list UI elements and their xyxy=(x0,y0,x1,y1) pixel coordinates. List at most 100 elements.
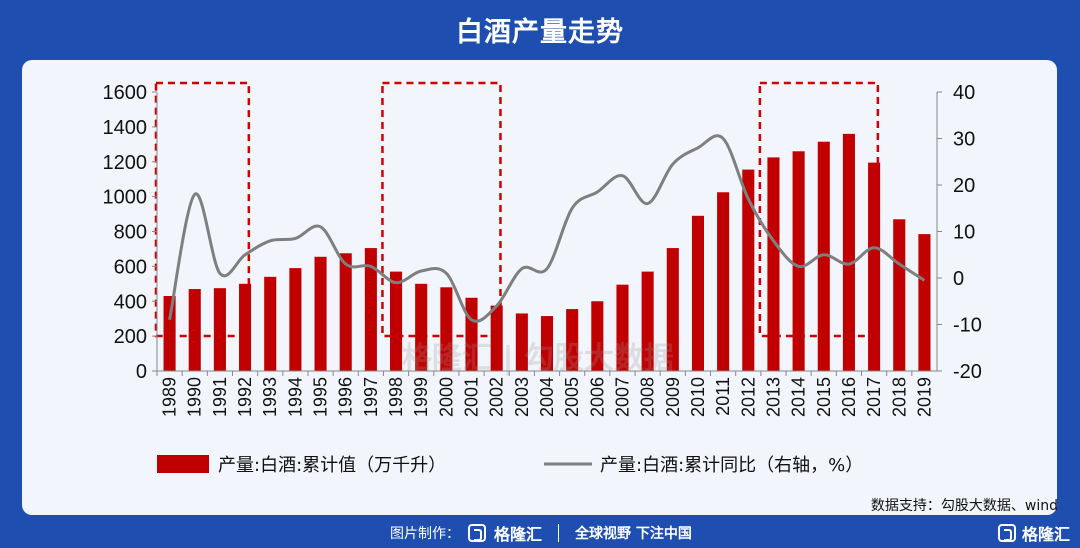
x-tick-label: 1999 xyxy=(411,377,431,417)
x-tick-label: 2005 xyxy=(562,377,582,417)
bar-2004 xyxy=(540,316,554,371)
bar-2008 xyxy=(641,271,654,371)
bar-2013 xyxy=(767,157,780,371)
x-tick-label: 2013 xyxy=(763,377,783,417)
x-tick-label: 1993 xyxy=(260,377,280,417)
bar-2018 xyxy=(893,219,906,371)
footer-left: 图片制作： 格隆汇 全球视野 下注中国 xyxy=(390,521,692,545)
highlight-box-1 xyxy=(154,81,251,338)
bar-series xyxy=(163,133,931,371)
x-tick-label: 2014 xyxy=(789,377,809,417)
bar-1995 xyxy=(314,256,327,371)
x-tick-label: 1991 xyxy=(210,377,230,417)
bar-2012 xyxy=(742,169,755,371)
right-tick-label: 0 xyxy=(953,268,964,290)
left-tick-label: 1200 xyxy=(103,152,148,174)
x-tick-label: 1992 xyxy=(235,377,255,417)
brand-logo-icon-right xyxy=(997,524,1016,542)
x-tick-label: 2015 xyxy=(814,377,834,417)
right-tick-label: 30 xyxy=(953,129,975,151)
footer-brand: 格隆汇 xyxy=(494,525,543,544)
highlight-box-2 xyxy=(381,81,502,338)
bar-1990 xyxy=(188,289,201,371)
source-note: 数据支持：勾股大数据、wind xyxy=(870,498,1058,514)
legend: 产量:白酒:累计值（万千升） 产量:白酒:累计同比（右轴，%） xyxy=(157,455,863,476)
x-tick-label: 2002 xyxy=(487,377,507,417)
footer-divider xyxy=(558,524,560,542)
bar-2017 xyxy=(868,162,881,371)
footer: 图片制作： 格隆汇 全球视野 下注中国 格隆汇 xyxy=(0,515,1080,548)
bar-2002 xyxy=(490,305,503,371)
axes: 0 200 400 600 800 1000 1200 1400 1600 -20 -10 0 10 20… xyxy=(103,82,982,417)
left-tick-label: 1600 xyxy=(103,82,148,104)
left-tick-label: 0 xyxy=(136,361,147,383)
bar-1999 xyxy=(415,283,428,371)
bar-2006 xyxy=(591,301,604,371)
right-tick-label: 40 xyxy=(953,82,975,104)
footer-slogan: 全球视野 下注中国 xyxy=(575,526,692,542)
left-tick-label: 1000 xyxy=(103,187,148,209)
right-tick-label: 10 xyxy=(953,222,975,244)
x-tick-label: 2010 xyxy=(688,377,708,417)
left-tick-label: 400 xyxy=(114,291,147,313)
bar-2015 xyxy=(817,141,830,371)
x-tick-label: 2009 xyxy=(663,377,683,417)
bar-2007 xyxy=(616,284,629,371)
right-tick-label: -10 xyxy=(953,315,982,337)
bar-2014 xyxy=(792,151,805,371)
brand-logo-icon xyxy=(468,524,486,542)
page-title: 白酒产量走势 xyxy=(456,17,624,48)
chart-svg: 0 200 400 600 800 1000 1200 1400 1600 -20 -10 0 10 20… xyxy=(103,81,982,476)
bar-2009 xyxy=(666,248,679,371)
right-tick-label: 20 xyxy=(953,175,975,197)
line-series xyxy=(168,134,926,323)
x-tick-label: 2003 xyxy=(512,377,532,417)
x-tick-label: 2001 xyxy=(462,377,482,417)
bar-1997 xyxy=(364,248,377,371)
x-tick-label: 2012 xyxy=(738,377,758,417)
yoy-line xyxy=(168,134,926,323)
x-tick-label: 2000 xyxy=(436,377,456,417)
x-tick-label: 2008 xyxy=(638,377,658,417)
x-tick-label: 1990 xyxy=(185,377,205,417)
bar-1991 xyxy=(213,288,226,371)
bar-2019 xyxy=(918,234,931,371)
bar-1994 xyxy=(289,268,302,371)
watermark: 格隆汇 | 勾股大数据 xyxy=(402,341,674,376)
left-tick-label: 600 xyxy=(114,256,147,278)
footer-right: 格隆汇 xyxy=(997,521,1070,545)
bar-2010 xyxy=(691,215,705,371)
bar-1989 xyxy=(163,296,176,371)
x-tick-label: 2004 xyxy=(537,377,557,417)
chart-card: 0 200 400 600 800 1000 1200 1400 1600 -20 -10 0 10 20… xyxy=(22,60,1057,515)
bar-1993 xyxy=(264,276,277,371)
x-tick-label: 1989 xyxy=(160,377,180,417)
x-tick-label: 1998 xyxy=(386,377,406,417)
left-tick-label: 800 xyxy=(114,222,147,244)
bar-2011 xyxy=(717,192,730,371)
x-tick-label: 2007 xyxy=(612,377,632,417)
x-tick-label: 1996 xyxy=(336,377,356,417)
x-tick-label: 1995 xyxy=(311,377,331,417)
bar-2000 xyxy=(440,287,453,371)
left-tick-label: 200 xyxy=(114,326,147,348)
footer-made-label: 图片制作： xyxy=(390,526,460,542)
x-tick-label: 1997 xyxy=(361,377,381,417)
bar-2003 xyxy=(515,313,528,371)
x-tick-label: 2018 xyxy=(889,377,909,417)
legend-bar-label: 产量:白酒:累计值（万千升） xyxy=(218,455,446,476)
x-tick-label: 2019 xyxy=(914,377,934,417)
x-tick-label: 2016 xyxy=(839,377,859,417)
right-tick-label: -20 xyxy=(953,361,982,383)
x-tick-label: 2017 xyxy=(864,377,884,417)
x-tick-label: 1994 xyxy=(285,377,305,417)
legend-line-label: 产量:白酒:累计同比（右轴，%） xyxy=(600,455,863,476)
bar-2005 xyxy=(566,309,579,371)
bar-1992 xyxy=(239,283,252,371)
legend-bar-swatch xyxy=(157,455,209,473)
bar-1996 xyxy=(339,253,352,371)
bar-1998 xyxy=(389,271,403,371)
bar-2016 xyxy=(842,133,855,371)
x-tick-label: 2011 xyxy=(713,377,733,416)
x-tick-label: 2006 xyxy=(587,377,607,417)
